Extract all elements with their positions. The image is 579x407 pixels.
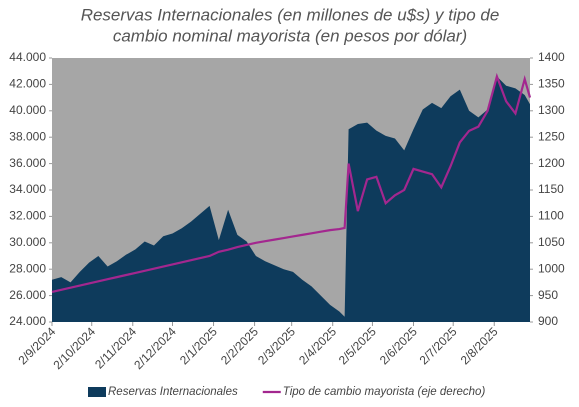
y-tick-label: 30.000 bbox=[9, 235, 46, 249]
y2-tick-label: 1000 bbox=[538, 261, 565, 275]
legend-label: Reservas Internacionales bbox=[108, 386, 238, 398]
y2-tick-label: 1400 bbox=[538, 50, 565, 64]
chart-title: cambio nominal mayorista (en pesos por d… bbox=[113, 26, 467, 45]
y2-tick-label: 1050 bbox=[538, 235, 565, 249]
x-tick-label: 2/5/2025 bbox=[336, 324, 379, 367]
x-tick-label: 2/7/2025 bbox=[417, 324, 460, 367]
reserves-area bbox=[52, 76, 530, 322]
y2-tick-label: 1200 bbox=[538, 156, 565, 170]
y-tick-label: 38.000 bbox=[9, 129, 46, 143]
legend-swatch bbox=[88, 387, 106, 397]
y-tick-label: 40.000 bbox=[9, 103, 46, 117]
x-tick-label: 2/3/2025 bbox=[255, 324, 298, 367]
y2-tick-label: 1250 bbox=[538, 129, 565, 143]
chart-title: Reservas Internacionales (en millones de… bbox=[81, 5, 500, 24]
y2-tick-label: 1100 bbox=[538, 209, 564, 223]
y2-tick-label: 1350 bbox=[538, 77, 565, 91]
y-tick-label: 32.000 bbox=[9, 209, 46, 223]
y-tick-label: 36.000 bbox=[9, 156, 46, 170]
y-tick-label: 26.000 bbox=[9, 288, 46, 302]
x-tick-label: 2/1/2025 bbox=[177, 324, 220, 367]
y-tick-label: 44.000 bbox=[9, 50, 46, 64]
x-tick-label: 2/6/2025 bbox=[377, 324, 420, 367]
x-tick-label: 2/8/2025 bbox=[458, 324, 501, 367]
x-tick-label: 2/10/2024 bbox=[50, 324, 98, 372]
rate-line bbox=[51, 72, 532, 293]
y2-tick-label: 1150 bbox=[538, 182, 564, 196]
legend-label: Tipo de cambio mayorista (eje derecho) bbox=[283, 386, 486, 398]
y-tick-label: 28.000 bbox=[9, 261, 46, 275]
y2-tick-label: 900 bbox=[538, 314, 558, 328]
x-tick-label: 2/12/2024 bbox=[131, 324, 179, 372]
y-tick-label: 42.000 bbox=[9, 77, 46, 91]
y-tick-label: 24.000 bbox=[9, 314, 46, 328]
x-tick-label: 2/4/2025 bbox=[296, 324, 339, 367]
x-tick-label: 2/2/2025 bbox=[218, 324, 261, 367]
y2-tick-label: 1300 bbox=[538, 103, 565, 117]
y-tick-label: 34.000 bbox=[9, 182, 46, 196]
y2-tick-label: 950 bbox=[538, 288, 558, 302]
